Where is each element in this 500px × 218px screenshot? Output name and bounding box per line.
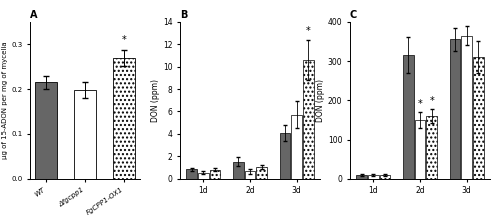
- Bar: [356, 175, 367, 179]
- Bar: [450, 39, 460, 179]
- Text: *: *: [122, 35, 126, 45]
- Bar: [233, 162, 243, 179]
- Text: *: *: [430, 96, 434, 106]
- Text: *: *: [418, 99, 422, 109]
- Bar: [210, 170, 220, 179]
- Legend: WT, Δfgcpp1, FgCPP1-OX1: WT, Δfgcpp1, FgCPP1-OX1: [162, 216, 276, 218]
- Bar: [114, 58, 135, 179]
- Bar: [368, 175, 378, 179]
- Bar: [462, 36, 472, 179]
- Bar: [186, 169, 197, 179]
- Legend: WT, Δfgcpp1, FgCPP1-OX1: WT, Δfgcpp1, FgCPP1-OX1: [332, 216, 446, 218]
- Bar: [426, 116, 437, 179]
- Bar: [35, 82, 56, 179]
- Text: C: C: [350, 10, 357, 20]
- Bar: [244, 172, 256, 179]
- Text: *: *: [306, 26, 311, 36]
- Bar: [198, 173, 208, 179]
- Bar: [303, 60, 314, 179]
- Y-axis label: DON (ppm): DON (ppm): [151, 79, 160, 122]
- Bar: [380, 175, 390, 179]
- Y-axis label: μg of 15-ADON per mg of mycelia: μg of 15-ADON per mg of mycelia: [2, 41, 8, 159]
- Bar: [280, 133, 290, 179]
- Text: A: A: [30, 10, 38, 20]
- Bar: [292, 115, 302, 179]
- Bar: [74, 90, 96, 179]
- Text: B: B: [180, 10, 188, 20]
- Bar: [256, 167, 267, 179]
- Bar: [403, 55, 413, 179]
- Y-axis label: DON (ppm): DON (ppm): [316, 79, 325, 122]
- Bar: [414, 120, 426, 179]
- Bar: [473, 57, 484, 179]
